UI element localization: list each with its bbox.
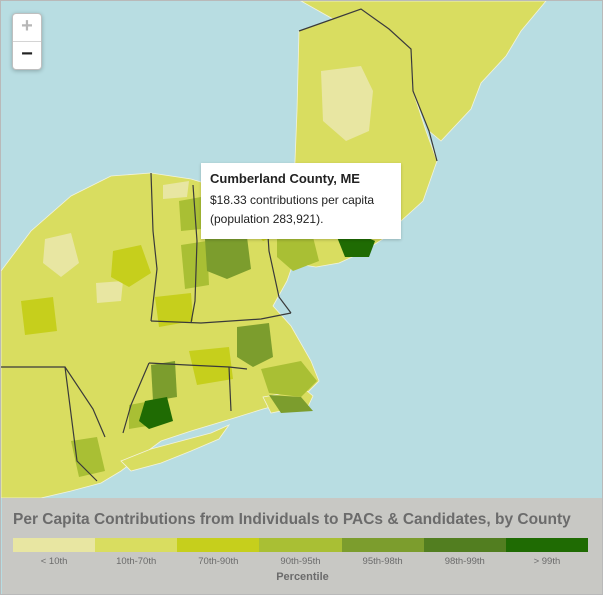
legend-swatch-3 bbox=[177, 538, 260, 552]
county-shade bbox=[21, 297, 57, 335]
county-shade bbox=[96, 281, 123, 303]
legend-label: 95th-98th bbox=[362, 556, 403, 567]
border-ny-vt bbox=[150, 172, 158, 322]
zoom-in-button[interactable]: + bbox=[13, 14, 41, 42]
legend-swatch-5 bbox=[341, 538, 424, 552]
legend-label: 90th-95th bbox=[280, 556, 321, 567]
zoom-out-button[interactable]: − bbox=[21, 43, 33, 65]
county-shade bbox=[43, 233, 79, 277]
county-shade bbox=[321, 66, 373, 141]
border-vt-nh bbox=[190, 184, 198, 324]
legend-swatch-7 bbox=[505, 538, 588, 552]
border-ma-south bbox=[148, 362, 248, 370]
border-me-nb bbox=[298, 8, 438, 162]
zoom-control: + − bbox=[12, 13, 42, 70]
legend-swatch-6 bbox=[423, 538, 506, 552]
county-shade bbox=[111, 245, 151, 287]
county-shade bbox=[139, 397, 173, 429]
legend-color-bar bbox=[13, 538, 588, 552]
county-shade bbox=[269, 395, 313, 413]
county-tooltip: Cumberland County, ME $18.33 contributio… bbox=[201, 163, 401, 239]
legend-label: 70th-90th bbox=[198, 556, 239, 567]
county-shade bbox=[261, 361, 317, 397]
state-borders bbox=[1, 8, 438, 482]
county-shade bbox=[237, 323, 273, 367]
legend-axis-label: Percentile bbox=[276, 571, 329, 583]
tooltip-population: (population 283,921). bbox=[210, 212, 324, 226]
county-shade bbox=[179, 197, 201, 231]
legend-swatch-2 bbox=[95, 538, 178, 552]
legend-title: Per Capita Contributions from Individual… bbox=[13, 511, 571, 528]
land-layer bbox=[1, 1, 547, 498]
legend-swatch-1 bbox=[13, 538, 96, 552]
legend-swatch-4 bbox=[259, 538, 342, 552]
tooltip-title: Cumberland County, ME bbox=[210, 171, 360, 186]
county-shade bbox=[155, 293, 193, 327]
county-shade bbox=[163, 181, 189, 199]
legend-label: < 10th bbox=[40, 556, 68, 567]
land-long-island bbox=[120, 424, 231, 472]
border-pa-ny bbox=[1, 366, 106, 438]
county-shade bbox=[181, 241, 209, 289]
legend-labels: < 10th 10th-70th 70th-90th 90th-95th 95t… bbox=[13, 556, 588, 567]
tooltip-value: $18.33 contributions per capita bbox=[210, 193, 375, 207]
border-ny-ct bbox=[122, 362, 150, 434]
border-ma-north bbox=[150, 312, 292, 324]
legend-label: 98th-99th bbox=[444, 556, 485, 567]
county-shade bbox=[337, 233, 375, 257]
legend-label: > 99th bbox=[533, 556, 561, 567]
choropleth-map[interactable] bbox=[1, 1, 603, 498]
county-shade bbox=[71, 437, 105, 477]
county-shade bbox=[277, 229, 319, 271]
county-shade bbox=[205, 237, 251, 279]
legend-label: 10th-70th bbox=[116, 556, 157, 567]
county-shade bbox=[151, 361, 177, 401]
legend-panel: Per Capita Contributions from Individual… bbox=[2, 498, 602, 594]
border-ct-ri bbox=[228, 366, 232, 412]
border-nj bbox=[64, 366, 98, 482]
